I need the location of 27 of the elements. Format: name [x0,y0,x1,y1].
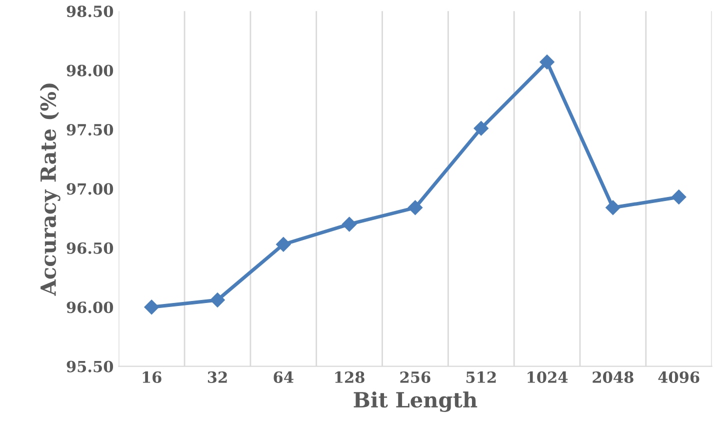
point [276,236,291,252]
x-tick-label: 256 [400,371,430,383]
x-tick-label: 2048 [592,371,634,383]
x-tick-label: 128 [335,371,364,383]
x-tick-label: 32 [208,371,227,383]
x-tick-label: 512 [466,371,496,383]
point [474,120,489,136]
y-tick-label: 95.50 [66,360,114,372]
point [606,200,620,216]
y-tick-label: 96.50 [66,242,114,254]
y-tick-label: 98.50 [66,6,114,18]
y-tick-label: 96.00 [66,302,114,314]
x-tick-label: 64 [274,371,294,383]
point [408,200,423,216]
x-axis-title: Bit Length [354,392,478,412]
point [671,190,686,204]
x-tick-label: 16 [142,371,162,383]
y-tick-label: 97.00 [66,183,114,195]
y-axis-title: Accuracy Rate (%) [40,84,60,296]
y-tick-label: 98.00 [66,64,114,76]
point [144,300,159,314]
point [210,292,225,308]
y-tick-label: 97.50 [66,124,114,136]
point [342,216,357,232]
point [540,54,554,70]
x-tick-label: 1024 [528,371,568,383]
x-tick-label: 4096 [658,371,700,383]
